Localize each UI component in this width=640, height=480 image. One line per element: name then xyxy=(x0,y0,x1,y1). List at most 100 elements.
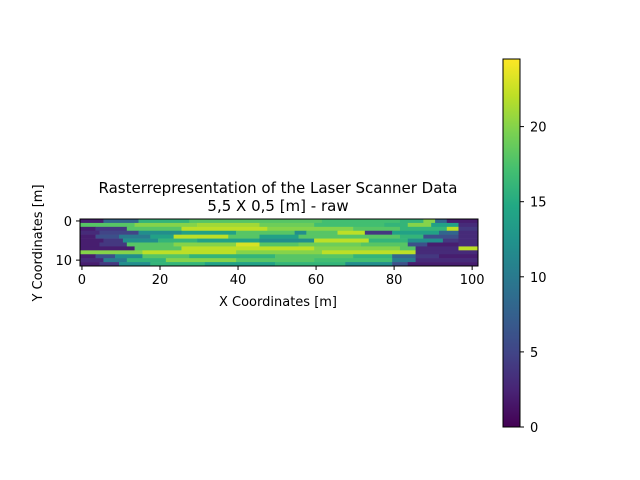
heatmap-cell xyxy=(150,262,206,267)
colorbar xyxy=(502,58,521,428)
heatmap-cell xyxy=(392,230,440,235)
heatmap-cell xyxy=(103,219,139,224)
chart-title-line2: 5,5 X 0,5 [m] - raw xyxy=(207,197,348,215)
heatmap-cell xyxy=(407,262,479,267)
heatmap-cell xyxy=(360,242,409,247)
heatmap-cell xyxy=(80,230,100,235)
heatmap-cell xyxy=(197,222,260,228)
colorbar-tick-label: 5 xyxy=(530,346,538,361)
heatmap-cell xyxy=(314,222,385,228)
heatmap-cell xyxy=(236,258,315,263)
heatmap-cell xyxy=(80,246,135,251)
heatmap-cell xyxy=(150,234,174,239)
heatmap-cell xyxy=(399,246,416,251)
heatmap-cell xyxy=(99,230,139,235)
heatmap-cell xyxy=(236,230,295,235)
colorbar-ticks: 0 5 10 15 20 xyxy=(520,121,547,436)
heatmap-cell xyxy=(407,238,444,243)
colorbar-tick-label: 15 xyxy=(530,196,547,211)
heatmap-cell xyxy=(236,250,323,255)
heatmap-cell xyxy=(321,250,416,255)
heatmap-cell xyxy=(158,238,198,243)
heatmap-cell xyxy=(314,246,401,251)
colorbar-tick-label: 10 xyxy=(530,271,547,286)
heatmap-cell xyxy=(442,238,459,243)
heatmap-cell xyxy=(458,222,479,228)
heatmap-cell xyxy=(228,234,260,239)
heatmap-cell xyxy=(197,238,260,243)
y-axis-ticks: 0 10 xyxy=(55,215,80,269)
x-tick-label: 40 xyxy=(230,273,247,288)
heatmap-cell xyxy=(415,254,440,259)
heatmap-cell xyxy=(392,254,416,259)
heatmap-cell xyxy=(138,219,190,224)
heatmap-cell xyxy=(80,250,143,255)
heatmap-cell xyxy=(236,242,260,247)
heatmap-cell xyxy=(435,219,448,224)
heatmap-cell xyxy=(95,226,128,232)
heatmap-cell xyxy=(399,234,424,239)
heatmap-cell xyxy=(431,222,459,228)
heatmap-cell xyxy=(415,258,479,263)
heatmap-cell xyxy=(306,230,338,235)
heatmap-cell xyxy=(458,234,479,239)
heatmap-cell xyxy=(275,262,346,267)
heatmap-cell xyxy=(80,226,96,232)
heatmap-cell xyxy=(407,222,432,228)
y-tick-label: 0 xyxy=(64,215,72,230)
heatmap-cell xyxy=(298,234,401,239)
heatmap-cell xyxy=(181,230,237,235)
y-tick-label: 10 xyxy=(55,254,72,269)
heatmap-cell xyxy=(204,262,276,267)
heatmap-cell xyxy=(126,258,167,263)
heatmap-cell xyxy=(364,230,393,235)
heatmap-cell xyxy=(399,219,424,224)
x-tick-label: 0 xyxy=(78,273,86,288)
heatmap-cell xyxy=(122,238,159,243)
heatmap-cell xyxy=(267,226,354,232)
heatmap-cell xyxy=(80,234,96,239)
heatmap-cell xyxy=(368,238,409,243)
heatmap-cell xyxy=(259,234,299,239)
heatmap-cell xyxy=(427,242,459,247)
heatmap-cell xyxy=(446,226,459,232)
heatmap-cell xyxy=(321,219,401,224)
heatmap-cell xyxy=(399,226,448,232)
heatmap-cell xyxy=(446,219,479,224)
heatmap-cell xyxy=(103,238,124,243)
x-tick-label: 100 xyxy=(460,273,485,288)
heatmap-cell xyxy=(142,250,237,255)
heatmap-cell xyxy=(415,246,459,251)
heatmap-cell xyxy=(173,234,229,239)
heatmap-cell xyxy=(80,262,100,267)
heatmap-cell xyxy=(384,222,409,228)
heatmap-cell xyxy=(181,226,268,232)
x-axis-label: X Coordinates [m] xyxy=(219,295,337,310)
heatmap-cell xyxy=(80,254,96,259)
heatmap-cell xyxy=(415,250,479,255)
heatmap-cell xyxy=(99,242,128,247)
heatmap-cell xyxy=(165,258,237,263)
x-axis-ticks: 0 20 40 60 80 100 xyxy=(78,266,485,288)
heatmap-cell xyxy=(438,230,459,235)
y-axis-label: Y Coordinates [m] xyxy=(31,184,46,302)
heatmap-cell xyxy=(173,242,237,247)
x-tick-label: 20 xyxy=(152,273,169,288)
x-tick-label: 60 xyxy=(308,273,325,288)
heatmap-cell xyxy=(142,254,190,259)
heatmap-cell xyxy=(314,238,370,243)
heatmap-cell xyxy=(337,230,366,235)
heatmap-cell xyxy=(298,242,362,247)
heatmap-cell xyxy=(95,254,116,259)
heatmap-cell xyxy=(353,254,393,259)
heatmap-cell xyxy=(259,222,315,228)
heatmap-cell xyxy=(80,258,104,263)
heatmap-cell xyxy=(189,254,276,259)
heatmap-cell xyxy=(95,234,120,239)
heatmap-cell xyxy=(259,242,299,247)
colorbar-tick-label: 20 xyxy=(530,121,547,136)
heatmap-cell xyxy=(458,226,479,232)
heatmap-cell xyxy=(423,219,436,224)
colorbar-tick-label: 0 xyxy=(530,421,538,436)
